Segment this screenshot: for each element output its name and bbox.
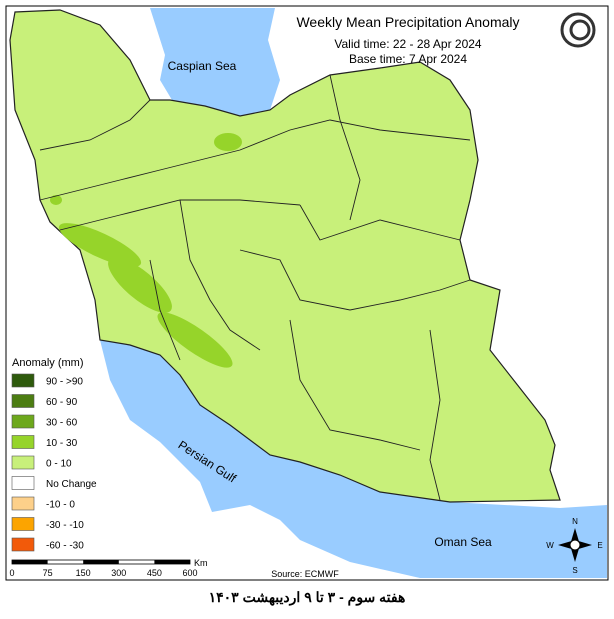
legend-label: 30 - 60	[46, 418, 78, 429]
caspian-label: Caspian Sea	[168, 59, 237, 73]
oman-label: Oman Sea	[434, 535, 492, 549]
anomaly-patch	[108, 257, 172, 313]
compass-s: S	[572, 566, 577, 575]
legend: 90 - >90 60 - 90 30 - 60 10 - 30 0 - 10 No Ch…	[11, 373, 97, 552]
footer: هفته سوم - ۳ تا ۹ اردیبهشت ۱۴۰۳	[209, 589, 406, 606]
compass-e: E	[597, 541, 602, 550]
legend-swatch	[11, 496, 35, 511]
iran-land	[9, 9, 561, 503]
legend-swatch	[11, 414, 35, 429]
scale-label: 450	[147, 568, 162, 578]
legend-label: 10 - 30	[46, 438, 78, 449]
compass-w: W	[546, 541, 554, 550]
legend-label: 0 - 10	[46, 459, 72, 470]
legend-swatch	[11, 517, 35, 531]
source: Source: ECMWF	[271, 569, 339, 579]
compass: N E S W	[546, 517, 602, 575]
persian-gulf-oman-sea	[100, 340, 607, 578]
anomaly-patch	[157, 312, 233, 368]
legend-label: -60 - -30	[46, 541, 84, 552]
scale-label: 600	[182, 568, 197, 578]
scale-segment	[12, 560, 48, 564]
scale-segment	[83, 560, 119, 564]
base-time: Base time: 7 Apr 2024	[349, 52, 467, 66]
anomaly-patch	[214, 133, 242, 151]
legend-swatch	[11, 373, 35, 388]
scale-label: 0	[9, 568, 14, 578]
title: Weekly Mean Precipitation Anomaly	[296, 14, 519, 30]
caspian-sea	[150, 8, 280, 116]
logo	[560, 12, 596, 48]
legend-title: Anomaly (mm)	[12, 357, 84, 369]
scale-label: 75	[43, 568, 53, 578]
scale-label: 300	[111, 568, 126, 578]
anomaly-patch	[58, 223, 142, 267]
scale-segment	[154, 560, 190, 564]
legend-label: -10 - 0	[46, 500, 75, 511]
legend-label: 90 - >90	[46, 377, 83, 388]
legend-swatch	[11, 455, 35, 470]
legend-label: -30 - -10	[46, 520, 84, 531]
province-borders	[39, 74, 471, 501]
legend-swatch	[11, 476, 35, 490]
legend-swatch	[11, 537, 35, 552]
compass-n: N	[572, 517, 578, 526]
legend-label: 60 - 90	[46, 397, 78, 408]
valid-time: Valid time: 22 - 28 Apr 2024	[334, 37, 482, 51]
legend-swatch	[11, 394, 35, 408]
legend-swatch	[11, 435, 35, 449]
frame	[5, 5, 609, 581]
legend-label: No Change	[46, 479, 97, 490]
scale-label: 150	[76, 568, 91, 578]
anomaly-patch	[50, 195, 62, 205]
scale-unit: Km	[194, 558, 208, 568]
